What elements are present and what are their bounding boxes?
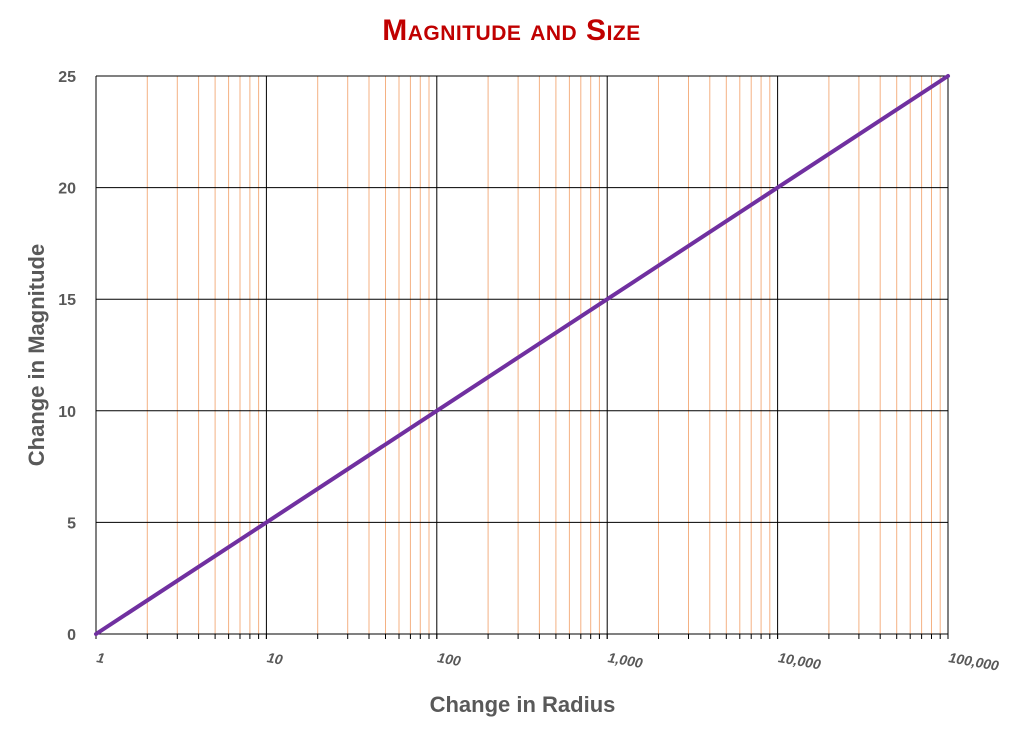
x-axis-title: Change in Radius [429, 692, 616, 717]
x-tick-labels: 1 10 100 1,000 10,000 100,000 [95, 649, 1000, 674]
y-tick-label: 10 [58, 404, 76, 421]
x-tick-label: 100 [436, 649, 462, 669]
y-tick-labels: 0 5 10 15 20 25 [58, 69, 76, 644]
x-tick-label: 1,000 [607, 649, 644, 671]
minor-grid [146, 76, 941, 634]
x-tick-label: 1 [95, 649, 106, 666]
y-tick-label: 5 [67, 515, 76, 532]
x-tick-label: 10 [266, 649, 284, 667]
y-tick-label: 20 [58, 181, 76, 198]
series-group [94, 74, 950, 636]
series-line [94, 74, 950, 636]
x-tick-label: 10,000 [777, 649, 822, 672]
x-tick-label: 100,000 [947, 649, 1000, 674]
y-axis-title: Change in Magnitude [24, 243, 49, 467]
y-tick-label: 25 [58, 69, 76, 86]
chart-title: Magnitude and Size [382, 14, 641, 47]
y-tick-label: 15 [58, 292, 76, 309]
major-grid [95, 75, 949, 639]
y-tick-label: 0 [67, 627, 76, 644]
